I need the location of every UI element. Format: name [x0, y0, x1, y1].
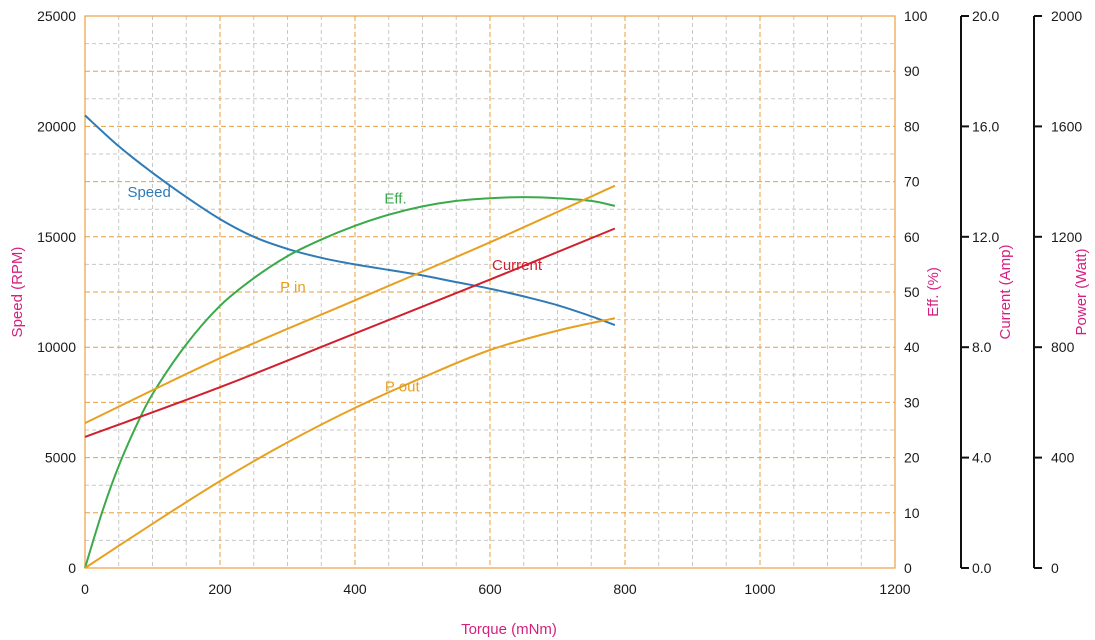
series-line-p-out: [84, 317, 616, 569]
eff-tick-label: 50: [904, 284, 920, 300]
power-tick-label: 0: [1051, 560, 1059, 576]
eff-axis-title: Eff. (%): [925, 267, 942, 317]
speed-tick-label: 0: [68, 560, 76, 576]
x-tick-label: 1200: [879, 581, 910, 597]
current-tick-label: 12.0: [972, 229, 999, 245]
series-layer: [84, 114, 616, 569]
eff-tick-label: 70: [904, 174, 920, 190]
series-line-eff: [84, 196, 616, 569]
speed-tick-label: 20000: [37, 118, 76, 134]
eff-tick-label: 100: [904, 8, 928, 24]
current-tick-label: 16.0: [972, 118, 999, 134]
current-tick-label: 4.0: [972, 450, 992, 466]
eff-tick-label: 10: [904, 505, 920, 521]
series-line-current: [84, 227, 616, 438]
speed-tick-label: 5000: [45, 450, 76, 466]
power-tick-label: 400: [1051, 450, 1075, 466]
x-tick-label: 400: [343, 581, 367, 597]
eff-tick-label: 90: [904, 63, 920, 79]
series-labels: Speed Eff. Current P in P out: [127, 184, 542, 395]
speed-axis-title: Speed (RPM): [9, 247, 26, 338]
speed-tick-label: 25000: [37, 8, 76, 24]
grid: [85, 16, 895, 568]
eff-tick-label: 60: [904, 229, 920, 245]
x-axis-title: Torque (mNm): [461, 621, 557, 638]
eff-tick-label: 80: [904, 118, 920, 134]
speed-tick-label: 15000: [37, 229, 76, 245]
series-label-speed: Speed: [127, 184, 170, 201]
eff-tick-label: 30: [904, 394, 920, 410]
series-label-eff: Eff.: [384, 191, 406, 208]
series-line-speed: [84, 114, 616, 327]
x-tick-label: 800: [613, 581, 637, 597]
speed-tick-label: 10000: [37, 339, 76, 355]
x-tick-label: 0: [81, 581, 89, 597]
current-tick-label: 20.0: [972, 8, 999, 24]
eff-tick-label: 0: [904, 560, 912, 576]
eff-tick-label: 40: [904, 339, 920, 355]
plot-frame: [84, 15, 896, 569]
power-axis-title: Power (Watt): [1073, 249, 1090, 336]
axes: 0 200 400 600 800 1000 12000500010000150002000…: [37, 8, 1082, 597]
current-tick-label: 8.0: [972, 339, 992, 355]
power-tick-label: 1600: [1051, 118, 1082, 134]
eff-tick-label: 20: [904, 450, 920, 466]
current-tick-label: 0.0: [972, 560, 992, 576]
current-axis-title: Current (Amp): [997, 244, 1014, 339]
series-label-p-out: P out: [385, 378, 421, 395]
series-line-p-in: [84, 184, 616, 425]
power-tick-label: 2000: [1051, 8, 1082, 24]
power-tick-label: 800: [1051, 339, 1075, 355]
x-tick-label: 600: [478, 581, 502, 597]
power-tick-label: 1200: [1051, 229, 1082, 245]
x-tick-label: 1000: [744, 581, 775, 597]
x-tick-label: 200: [208, 581, 232, 597]
series-label-current: Current: [492, 257, 543, 274]
series-label-p-in: P in: [280, 279, 306, 296]
